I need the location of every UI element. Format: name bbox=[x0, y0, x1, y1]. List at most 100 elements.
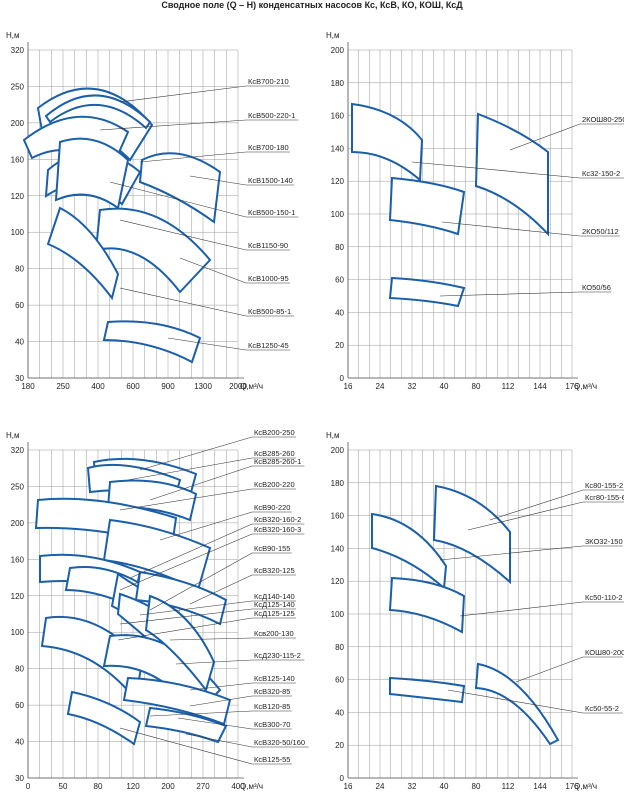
leader-line bbox=[169, 637, 296, 641]
x-tick-label: 1300 bbox=[194, 382, 212, 391]
y-tick-label: 200 bbox=[331, 46, 345, 55]
y-tick-label: 60 bbox=[335, 676, 344, 685]
legend-label: КсВ125-55 bbox=[254, 755, 290, 764]
pump-field bbox=[66, 690, 142, 746]
y-tick-label: 60 bbox=[335, 276, 344, 285]
legend-label: КсД140-140 bbox=[254, 592, 295, 601]
x-tick-label: 32 bbox=[408, 382, 417, 391]
legend-label: КсВ285-260-1 bbox=[254, 457, 301, 466]
leader-line bbox=[441, 221, 620, 237]
leader-line bbox=[117, 617, 296, 641]
y-tick-label: 80 bbox=[335, 243, 344, 252]
y-axis-label: H,м bbox=[326, 431, 340, 440]
y-tick-label: 80 bbox=[335, 643, 344, 652]
leader-line bbox=[99, 119, 299, 131]
y-tick-label: 100 bbox=[11, 628, 25, 637]
x-axis-label: Q,м³/ч bbox=[240, 782, 263, 791]
y-tick-label: 160 bbox=[11, 555, 25, 564]
x-tick-label: 400 bbox=[91, 382, 105, 391]
legend-label: КсВ320-125 bbox=[254, 566, 295, 575]
y-tick-label: 40 bbox=[15, 738, 24, 747]
legend-label: 3КО32-150 bbox=[585, 537, 623, 546]
pump-field bbox=[432, 484, 511, 585]
leader-line bbox=[119, 488, 296, 511]
x-tick-label: 40 bbox=[440, 782, 449, 791]
y-tick-label: 120 bbox=[11, 192, 25, 201]
chart-panel-top-left: 30 40 60 80 100 120 160 200 250 320 180 250 400 600 90… bbox=[6, 31, 299, 391]
pump-field bbox=[102, 320, 202, 364]
y-tick-label: 120 bbox=[331, 177, 345, 186]
legend-label: КсВ300-70 bbox=[254, 720, 290, 729]
legend-label: КсВ700-180 bbox=[248, 143, 289, 152]
y-tick-label: 80 bbox=[15, 665, 24, 674]
y-tick-label: 40 bbox=[15, 338, 24, 347]
x-tick-label: 80 bbox=[94, 782, 103, 791]
legend-label: КсВ1150-90 bbox=[248, 241, 288, 250]
chart-panel-top-right: 0 20 40 60 80 100 120 140 160 180 200 16 24 32 40 80 112… bbox=[326, 31, 624, 391]
legend-label: Кс80-155-2 bbox=[585, 481, 623, 490]
legend-label: КсВ320-160-2 bbox=[254, 515, 301, 524]
x-tick-label: 900 bbox=[161, 382, 175, 391]
y-tick-label: 120 bbox=[11, 592, 25, 601]
x-tick-label: 16 bbox=[344, 382, 353, 391]
leader-line bbox=[189, 695, 292, 707]
legend-label: КсВ120-85 bbox=[254, 702, 290, 711]
legend-label: КсВ285-260 bbox=[254, 449, 295, 458]
leader-line bbox=[185, 733, 309, 748]
legend-label: КсВ500-220-1 bbox=[248, 111, 295, 120]
y-axis-label: H,м bbox=[326, 31, 340, 40]
y-tick-label: 60 bbox=[15, 301, 24, 310]
y-tick-label: 0 bbox=[340, 774, 345, 783]
leader-line bbox=[167, 337, 290, 351]
leader-line bbox=[177, 717, 292, 730]
y-tick-label: 80 bbox=[15, 265, 24, 274]
legend-label: КсВ320-50/160 bbox=[254, 738, 305, 747]
leader-line bbox=[175, 659, 305, 665]
y-tick-label: 140 bbox=[331, 544, 345, 553]
x-tick-label: 16 bbox=[344, 782, 353, 791]
chart-panel-bottom-right: 0 20 40 60 80 100 120 140 160 180 200 16 24 32 40 80 112… bbox=[326, 431, 624, 791]
x-tick-label: 180 bbox=[21, 382, 35, 391]
leader-line bbox=[189, 574, 296, 605]
x-tick-label: 50 bbox=[59, 782, 68, 791]
y-tick-label: 160 bbox=[11, 155, 25, 164]
legend-label: Ксв200-130 bbox=[254, 629, 294, 638]
leader-line bbox=[119, 608, 296, 625]
y-tick-label: 320 bbox=[11, 446, 25, 455]
pump-field bbox=[474, 112, 549, 237]
legend-label: КсВ700-210 bbox=[248, 77, 289, 86]
y-tick-label: 120 bbox=[331, 577, 345, 586]
leader-line bbox=[447, 689, 623, 714]
pump-field bbox=[102, 518, 212, 592]
y-tick-label: 40 bbox=[335, 308, 344, 317]
pump-field bbox=[94, 207, 212, 294]
pump-field bbox=[44, 94, 152, 130]
legend-label: КсВ200-250 bbox=[254, 428, 295, 437]
x-tick-label: 176 bbox=[565, 382, 579, 391]
legend-label: КО50/56 bbox=[582, 283, 611, 292]
legend-label: КсД125-125 bbox=[254, 609, 295, 618]
leader-line bbox=[139, 600, 296, 616]
x-axis-label: Q,м³/ч bbox=[574, 382, 597, 391]
legend-label: КсВ90-220 bbox=[254, 503, 290, 512]
legend-label: КсВ1250-45 bbox=[248, 341, 289, 350]
y-axis-label: H,м bbox=[6, 31, 20, 40]
y-tick-label: 250 bbox=[11, 482, 25, 491]
leader-line bbox=[139, 436, 296, 471]
y-tick-label: 160 bbox=[331, 512, 345, 521]
leader-line bbox=[119, 727, 292, 765]
legend-label: 2КО50/112 bbox=[582, 227, 619, 236]
x-tick-label: 400 bbox=[231, 782, 245, 791]
y-tick-label: 250 bbox=[11, 82, 25, 91]
legend-label: КсВ320-85 bbox=[254, 687, 290, 696]
leader-line bbox=[129, 523, 305, 579]
chart-panel-bottom-left: 30 40 60 80 100 120 160 200 250 320 0 50 80 120 200 270… bbox=[6, 428, 309, 791]
pump-field bbox=[122, 676, 232, 726]
legend-label: КсВ500-85-1 bbox=[248, 307, 291, 316]
legend-label: КОШ80-200 bbox=[585, 648, 624, 657]
pump-field bbox=[138, 152, 222, 224]
pump-field bbox=[46, 206, 120, 301]
x-tick-label: 250 bbox=[56, 382, 70, 391]
leader-line bbox=[179, 257, 290, 284]
leader-line bbox=[149, 552, 292, 611]
